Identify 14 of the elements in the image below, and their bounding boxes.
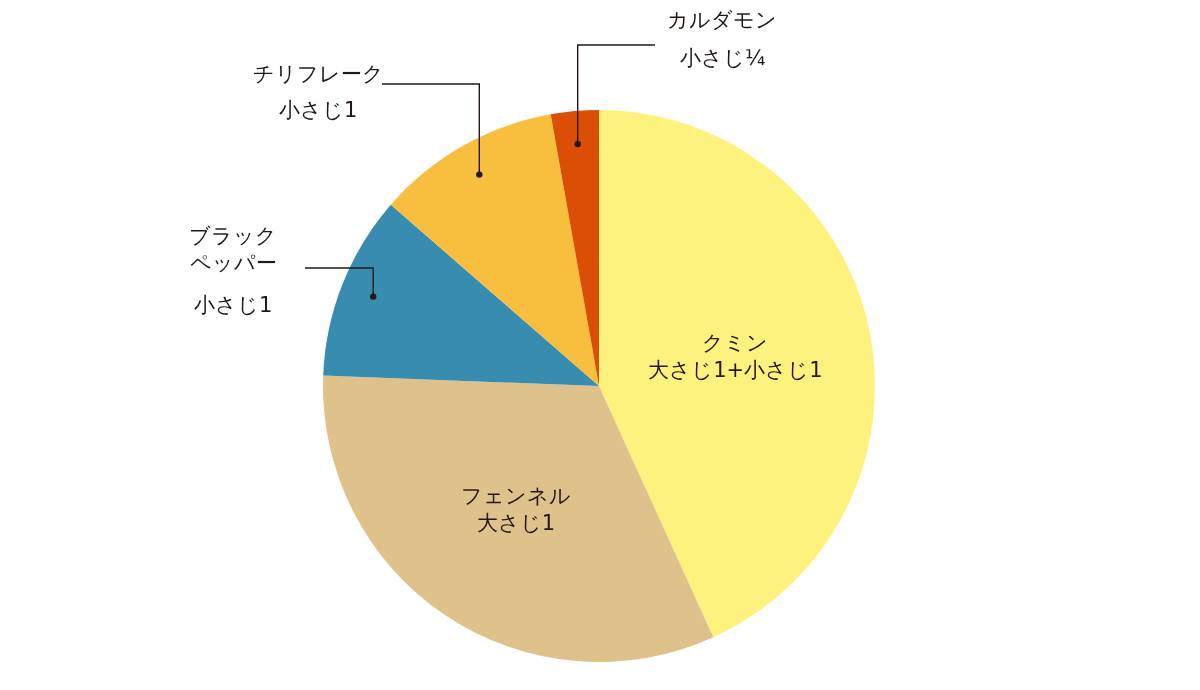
data-label: 小さじ1 <box>194 293 273 317</box>
slice-label: カルダモン <box>667 8 777 32</box>
slice-label: クミン <box>702 330 769 355</box>
data-label: 大さじ1 <box>476 511 556 536</box>
slice-label: ブラックペッパー <box>189 224 277 276</box>
pie-slice <box>390 114 599 386</box>
slice-label: フェンネル <box>460 484 571 509</box>
pie-slice <box>550 110 599 386</box>
pie-slice <box>599 110 875 638</box>
pie-slice <box>323 204 599 386</box>
slice-label: チリフレーク <box>253 62 384 86</box>
data-label: 小さじ1 <box>279 98 358 122</box>
data-label: 小さじ¼ <box>680 46 766 70</box>
data-label: 大さじ1+小さじ1 <box>648 358 823 383</box>
